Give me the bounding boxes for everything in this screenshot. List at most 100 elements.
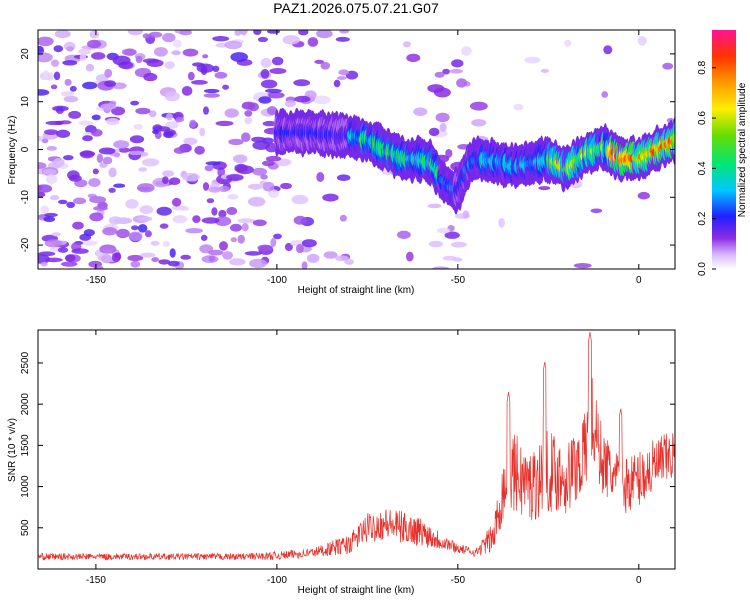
heatmap-noise-cell	[538, 186, 551, 191]
snr-frame	[37, 329, 676, 570]
heatmap-noise-cell	[143, 72, 158, 82]
heatmap-noise-cell	[205, 161, 221, 166]
heatmap-noise-cell	[637, 191, 650, 200]
heatmap-y-tick-label: -20	[20, 237, 31, 252]
heatmap-noise-cell	[82, 135, 93, 142]
heatmap-noise-cell	[72, 221, 84, 230]
heatmap-noise-cell	[230, 223, 242, 232]
heatmap-ridge-cell	[672, 133, 675, 144]
heatmap-noise-cell	[148, 31, 163, 38]
heatmap-noise-cell	[179, 30, 192, 36]
heatmap-noise-cell	[138, 224, 148, 233]
heatmap-noise-cell	[121, 48, 137, 56]
heatmap-noise-cell	[444, 231, 460, 239]
heatmap-noise-cell	[284, 242, 293, 252]
heatmap-noise-cell	[41, 138, 49, 144]
heatmap-noise-cell	[73, 197, 87, 205]
heatmap-noise-cell	[203, 106, 209, 115]
colorbar-tick-label: 0.6	[697, 111, 708, 125]
heatmap-noise-cell	[89, 212, 104, 222]
heatmap-noise-cell	[224, 40, 243, 50]
heatmap-noise-cell	[139, 205, 154, 215]
heatmap-noise-cell	[68, 174, 82, 182]
heatmap-noise-cell	[434, 71, 445, 78]
heatmap-y-tick-label: 0	[20, 146, 31, 152]
heatmap-noise-cell	[307, 37, 319, 47]
heatmap-noise-cell	[203, 93, 220, 98]
heatmap-noise-cell	[406, 53, 421, 63]
heatmap-noise-cell	[282, 35, 301, 45]
heatmap-noise-cell	[69, 85, 77, 92]
snr-y-tick-label: 500	[20, 519, 31, 536]
heatmap-noise-cell	[106, 118, 120, 126]
heatmap-noise-cell	[214, 216, 232, 226]
heatmap-noise-cell	[323, 251, 338, 259]
heatmap-noise-cell	[142, 58, 160, 64]
colorbar-tick-label: 0.2	[697, 211, 708, 225]
snr-x-tick-label: 0	[636, 575, 642, 586]
heatmap-noise-cell	[45, 120, 64, 126]
heatmap-noise-cell	[513, 103, 524, 111]
heatmap-noise-cell	[219, 241, 228, 251]
heatmap-noise-cell	[262, 181, 275, 192]
heatmap-noise-cell	[153, 47, 168, 57]
heatmap-noise-cell	[66, 46, 74, 52]
heatmap-noise-cell	[162, 176, 169, 184]
heatmap-y-tick-label: 20	[20, 48, 31, 60]
heatmap-noise-cell	[241, 132, 251, 142]
heatmap-noise-cell	[128, 231, 143, 242]
heatmap-noise-cell	[89, 30, 100, 39]
snr-series-line	[38, 331, 675, 561]
heatmap-noise-cell	[293, 215, 307, 225]
heatmap-noise-cell	[79, 150, 96, 157]
heatmap-y-tick-label: 10	[20, 96, 31, 108]
heatmap-x-tick-label: -100	[267, 275, 287, 286]
heatmap-noise-cell	[93, 265, 104, 269]
heatmap-noise-cell	[320, 62, 331, 70]
heatmap-noise-cell	[244, 110, 253, 117]
heatmap-noise-cell	[71, 248, 89, 254]
heatmap-noise-cell	[54, 30, 71, 39]
heatmap-noise-cell	[88, 178, 101, 187]
heatmap-noise-cell	[239, 30, 248, 36]
heatmap-noise-cell	[111, 106, 126, 116]
heatmap-noise-cell	[208, 255, 216, 262]
heatmap-noise-cell	[208, 249, 224, 256]
heatmap-noise-cell	[44, 129, 59, 136]
heatmap-noise-cell	[93, 205, 108, 211]
heatmap-noise-cell	[52, 105, 69, 112]
heatmap-noise-cell	[44, 239, 63, 248]
snr-y-tick-label: 1000	[20, 475, 31, 498]
heatmap-noise-cell	[224, 108, 239, 118]
heatmap-noise-cell	[102, 156, 113, 165]
heatmap-noise-cell	[540, 68, 550, 73]
heatmap-noise-cell	[218, 209, 227, 218]
heatmap-noise-cell	[244, 117, 253, 125]
heatmap-noise-cell	[46, 146, 57, 151]
colorbar-tick-label: 0.8	[697, 60, 708, 74]
heatmap-noise-cell	[99, 244, 117, 254]
heatmap-noise-cell	[662, 62, 674, 70]
heatmap-noise-cell	[144, 230, 152, 238]
heatmap-noise-cell	[230, 237, 237, 243]
heatmap-noise-cell	[252, 167, 267, 176]
heatmap-noise-cell	[141, 158, 160, 167]
heatmap-noise-cell	[191, 80, 208, 85]
heatmap-noise-cell	[89, 196, 107, 204]
heatmap-noise-cell	[316, 172, 325, 182]
heatmap-noise-cell	[78, 48, 91, 55]
heatmap-noise-cell	[102, 227, 118, 236]
heatmap-noise-cell	[189, 119, 197, 128]
heatmap-noise-cell	[40, 205, 50, 214]
heatmap-noise-cell	[172, 215, 188, 224]
snr-plot-area	[38, 331, 675, 561]
heatmap-noise-cell	[152, 129, 159, 135]
heatmap-noise-cell	[167, 260, 180, 267]
heatmap-noise-cell	[601, 91, 608, 98]
heatmap-noise-cell	[524, 56, 541, 64]
heatmap-noise-cell	[80, 240, 98, 246]
heatmap-noise-cell	[333, 79, 341, 88]
heatmap-noise-cell	[53, 71, 61, 81]
heatmap-noise-cell	[402, 41, 411, 48]
